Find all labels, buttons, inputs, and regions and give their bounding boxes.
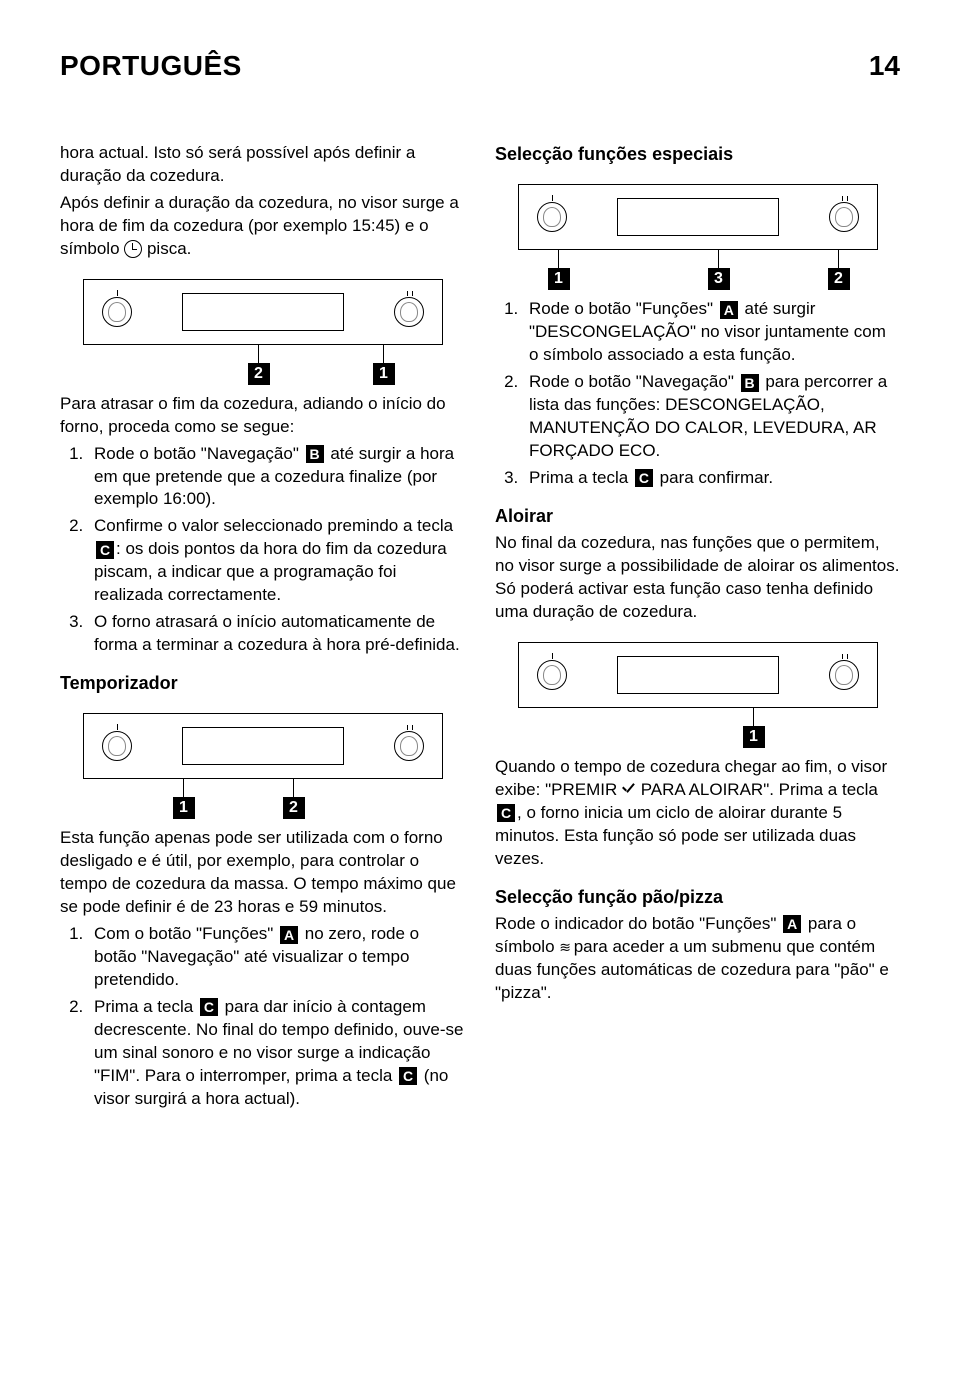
- key-b-icon: B: [741, 374, 759, 392]
- para-aloirar: No final da cozedura, nas funções que o …: [495, 532, 900, 624]
- key-a-icon: A: [783, 915, 801, 933]
- para-delay-intro: Para atrasar o fim da cozedura, adiando …: [60, 393, 465, 439]
- steps-delay: Rode o botão "Navegação" B até surgir a …: [60, 443, 465, 657]
- left-column: hora actual. Isto só será possível após …: [60, 142, 465, 1115]
- text: para confirmar.: [655, 468, 773, 487]
- label-num: 1: [173, 797, 195, 819]
- text: : os dois pontos da hora do fim da cozed…: [94, 539, 447, 604]
- panel-label: 1: [548, 250, 570, 290]
- knob-right-icon: [829, 202, 859, 232]
- list-item: Rode o botão "Navegação" B até surgir a …: [88, 443, 465, 512]
- label-num: 1: [743, 726, 765, 748]
- key-b-icon: B: [306, 445, 324, 463]
- panel-labels: 1: [518, 708, 878, 748]
- key-c-icon: C: [96, 541, 114, 559]
- panel-label: 1: [373, 345, 395, 385]
- clock-icon: [124, 240, 142, 258]
- knob-right-icon: [394, 731, 424, 761]
- key-a-icon: A: [280, 926, 298, 944]
- label-num: 1: [373, 363, 395, 385]
- para-timer-intro: Esta função apenas pode ser utilizada co…: [60, 827, 465, 919]
- heading-temporizador: Temporizador: [60, 671, 465, 695]
- list-item: Confirme o valor seleccionado premindo a…: [88, 515, 465, 607]
- panel-label: 1: [173, 779, 195, 819]
- text: Rode o botão "Funções": [529, 299, 718, 318]
- panel-box: [518, 642, 878, 708]
- heading-pao-pizza: Selecção função pão/pizza: [495, 885, 900, 909]
- panel-labels: 1 3 2: [518, 250, 878, 290]
- panel-box: [518, 184, 878, 250]
- label-num: 2: [828, 268, 850, 290]
- bread-pizza-icon: ≋: [559, 938, 569, 957]
- label-num: 1: [548, 268, 570, 290]
- panel-label: 3: [708, 250, 730, 290]
- text: Rode o indicador do botão "Funções": [495, 914, 781, 933]
- text: Com o botão "Funções": [94, 924, 278, 943]
- display-icon: [617, 656, 779, 694]
- list-item: Rode o botão "Navegação" B para percorre…: [523, 371, 900, 463]
- control-panel-diagram-3: 1 3 2: [518, 184, 878, 290]
- text: Rode o botão "Navegação": [94, 444, 304, 463]
- text: , o forno inicia um ciclo de aloirar dur…: [495, 803, 856, 868]
- panel-labels: 2 1: [83, 345, 443, 385]
- knob-left-icon: [537, 202, 567, 232]
- check-icon: [622, 785, 636, 795]
- text: Rode o botão "Navegação": [529, 372, 739, 391]
- right-column: Selecção funções especiais 1 3 2 Rode o …: [495, 142, 900, 1115]
- key-c-icon: C: [635, 469, 653, 487]
- heading-aloirar: Aloirar: [495, 504, 900, 528]
- steps-special: Rode o botão "Funções" A até surgir "DES…: [495, 298, 900, 490]
- display-icon: [617, 198, 779, 236]
- list-item: Prima a tecla C para confirmar.: [523, 467, 900, 490]
- label-num: 2: [248, 363, 270, 385]
- steps-timer: Com o botão "Funções" A no zero, rode o …: [60, 923, 465, 1111]
- label-num: 2: [283, 797, 305, 819]
- para-intro-2: Após definir a duração da cozedura, no v…: [60, 192, 465, 261]
- page-header: PORTUGUÊS 14: [60, 50, 900, 82]
- panel-label: 2: [828, 250, 850, 290]
- knob-left-icon: [537, 660, 567, 690]
- para-intro-1: hora actual. Isto só será possível após …: [60, 142, 465, 188]
- panel-labels: 1 2: [83, 779, 443, 819]
- key-c-icon: C: [399, 1067, 417, 1085]
- list-item: Prima a tecla C para dar início à contag…: [88, 996, 465, 1111]
- display-icon: [182, 293, 344, 331]
- list-item: Rode o botão "Funções" A até surgir "DES…: [523, 298, 900, 367]
- display-icon: [182, 727, 344, 765]
- text: pisca.: [142, 239, 191, 258]
- para-aloirar-2: Quando o tempo de cozedura chegar ao fim…: [495, 756, 900, 871]
- para-pao-pizza: Rode o indicador do botão "Funções" A pa…: [495, 913, 900, 1005]
- knob-right-icon: [394, 297, 424, 327]
- panel-label: 1: [743, 708, 765, 748]
- panel-box: [83, 279, 443, 345]
- text: Confirme o valor seleccionado premindo a…: [94, 516, 453, 535]
- list-item: Com o botão "Funções" A no zero, rode o …: [88, 923, 465, 992]
- control-panel-diagram-2: 1 2: [83, 713, 443, 819]
- header-title: PORTUGUÊS: [60, 50, 242, 82]
- control-panel-diagram-1: 2 1: [83, 279, 443, 385]
- text: Prima a tecla: [94, 997, 198, 1016]
- page-number: 14: [869, 50, 900, 82]
- key-a-icon: A: [720, 301, 738, 319]
- list-item: O forno atrasará o início automaticament…: [88, 611, 465, 657]
- key-c-icon: C: [200, 998, 218, 1016]
- content-columns: hora actual. Isto só será possível após …: [60, 142, 900, 1115]
- knob-left-icon: [102, 731, 132, 761]
- panel-label: 2: [283, 779, 305, 819]
- panel-label: 2: [248, 345, 270, 385]
- key-c-icon: C: [497, 804, 515, 822]
- panel-box: [83, 713, 443, 779]
- text: Após definir a duração da cozedura, no v…: [60, 193, 459, 258]
- control-panel-diagram-4: 1: [518, 642, 878, 748]
- heading-special: Selecção funções especiais: [495, 142, 900, 166]
- knob-left-icon: [102, 297, 132, 327]
- text: PARA ALOIRAR". Prima a tecla: [636, 780, 878, 799]
- knob-right-icon: [829, 660, 859, 690]
- text: Prima a tecla: [529, 468, 633, 487]
- label-num: 3: [708, 268, 730, 290]
